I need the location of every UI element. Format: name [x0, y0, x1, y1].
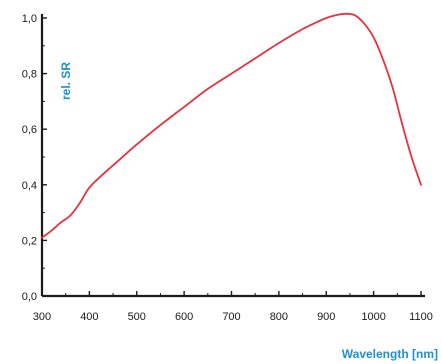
y-axis-title: rel. SR — [59, 62, 73, 100]
y-tick-label: 0,0 — [22, 291, 37, 303]
x-tick-label: 800 — [270, 311, 288, 323]
ticks — [41, 17, 422, 297]
x-tick-label: 1100 — [409, 311, 433, 323]
y-tick-label: 1,0 — [22, 13, 37, 25]
spectral-response-line — [41, 12, 422, 239]
y-tick-label: 0,6 — [22, 124, 37, 136]
x-tick-label: 1000 — [361, 311, 385, 323]
series-layer — [41, 12, 422, 239]
y-tick-label: 0,8 — [22, 69, 37, 81]
x-tick-label: 900 — [317, 311, 335, 323]
labels: 0,0 0,2 0,4 0,6 0,8 1,0 300 400 500 600 700 800 900 1… — [22, 13, 433, 323]
x-axis-title: Wavelength [nm] — [342, 347, 438, 361]
axes — [40, 14, 425, 298]
y-tick-label: 0,4 — [22, 180, 37, 192]
x-tick-label: 500 — [128, 311, 146, 323]
y-tick-label: 0,2 — [22, 235, 37, 247]
x-tick-label: 600 — [175, 311, 193, 323]
x-tick-label: 400 — [80, 311, 98, 323]
x-tick-label: 700 — [222, 311, 240, 323]
x-tick-label: 300 — [33, 311, 51, 323]
